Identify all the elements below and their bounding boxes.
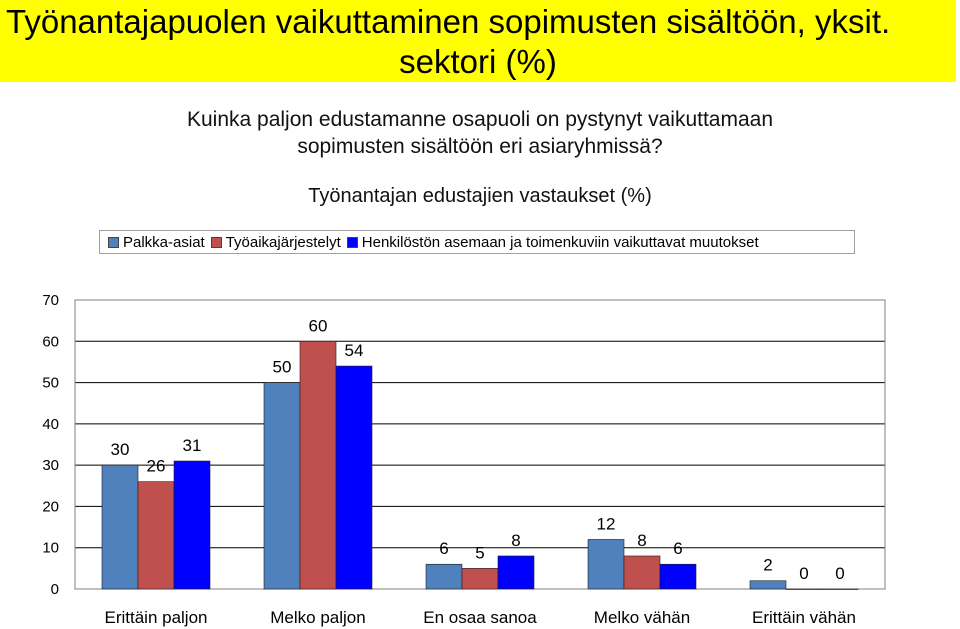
data-label-2-1: 5 [475,543,484,562]
legend-swatch-2 [346,236,358,248]
data-label-0-2: 31 [183,436,202,455]
chart-subtitle: Työnantajan edustajien vastaukset (%) [308,185,652,207]
bar-2-1 [461,568,499,590]
y-tick-label-2: 20 [42,498,59,515]
data-label-0-0: 30 [111,440,130,459]
page-title-line2: sektori (%) [399,43,557,80]
data-label-3-1: 8 [637,531,646,550]
legend-swatch-1 [210,236,222,248]
bar-2-2 [497,555,535,590]
data-label-4-0: 2 [763,556,772,575]
bar-1-2 [335,365,373,590]
y-tick-label-1: 10 [42,540,59,557]
legend-label-0: Palkka-asiat [123,233,205,251]
y-tick-label-7: 70 [42,292,59,309]
y-tick-label-0: 0 [51,581,59,598]
bar-4-1 [785,588,823,590]
question-text: Kuinka paljon edustamanne osapuoli on py… [60,106,900,160]
bar-4-0 [749,580,787,590]
data-label-4-1: 0 [799,564,808,583]
legend-entry-2: Henkilöstön asemaan ja toimenkuviin vaik… [346,233,759,251]
bar-0-1 [137,481,175,590]
bar-4-2 [821,588,859,590]
title-band: Työnantajapuolen vaikuttaminen sopimuste… [0,0,956,82]
bar-3-2 [659,563,697,590]
x-category-label-3: Melko vähän [594,608,690,627]
legend-swatch-0 [108,236,119,248]
bar-0-2 [173,460,211,590]
x-category-label-0: Erittäin paljon [104,608,207,627]
legend-label-2: Henkilöstön asemaan ja toimenkuviin vaik… [361,233,759,251]
data-label-1-0: 50 [273,358,292,377]
x-category-label-1: Melko paljon [270,608,365,627]
y-tick-label-5: 50 [42,375,59,392]
bar-2-0 [425,563,463,590]
data-label-1-1: 60 [309,316,328,335]
legend-entry-0: Palkka-asiat [108,234,205,251]
question-line1: Kuinka paljon edustamanne osapuoli on py… [186,108,774,131]
bar-1-1 [299,340,337,590]
x-category-label-2: En osaa sanoa [423,608,537,627]
question-line2: sopimusten sisältöön eri asiaryhmissä? [297,135,663,158]
data-label-2-2: 8 [511,531,520,550]
y-tick-label-4: 40 [42,416,59,433]
y-tick-label-6: 60 [42,333,59,350]
page-title-line1: Työnantajapuolen vaikuttaminen sopimuste… [6,3,891,40]
data-label-3-0: 12 [597,514,616,533]
data-label-3-2: 6 [673,539,682,558]
bar-1-0 [263,382,301,590]
bar-0-0 [101,464,139,590]
data-label-2-0: 6 [439,539,448,558]
bar-3-0 [587,539,625,590]
data-label-4-2: 0 [835,564,844,583]
data-label-0-1: 26 [147,457,166,476]
chart-legend: Palkka-asiat Työaikajärjestelyt Henkilöstö… [99,230,855,254]
legend-entry-1: Työaikajärjestelyt [210,233,341,251]
x-category-label-4: Erittäin vähän [752,608,856,627]
data-label-1-2: 54 [345,341,364,360]
bar-3-1 [623,555,661,590]
y-tick-label-3: 30 [42,457,59,474]
legend-label-1: Työaikajärjestelyt [225,233,341,251]
